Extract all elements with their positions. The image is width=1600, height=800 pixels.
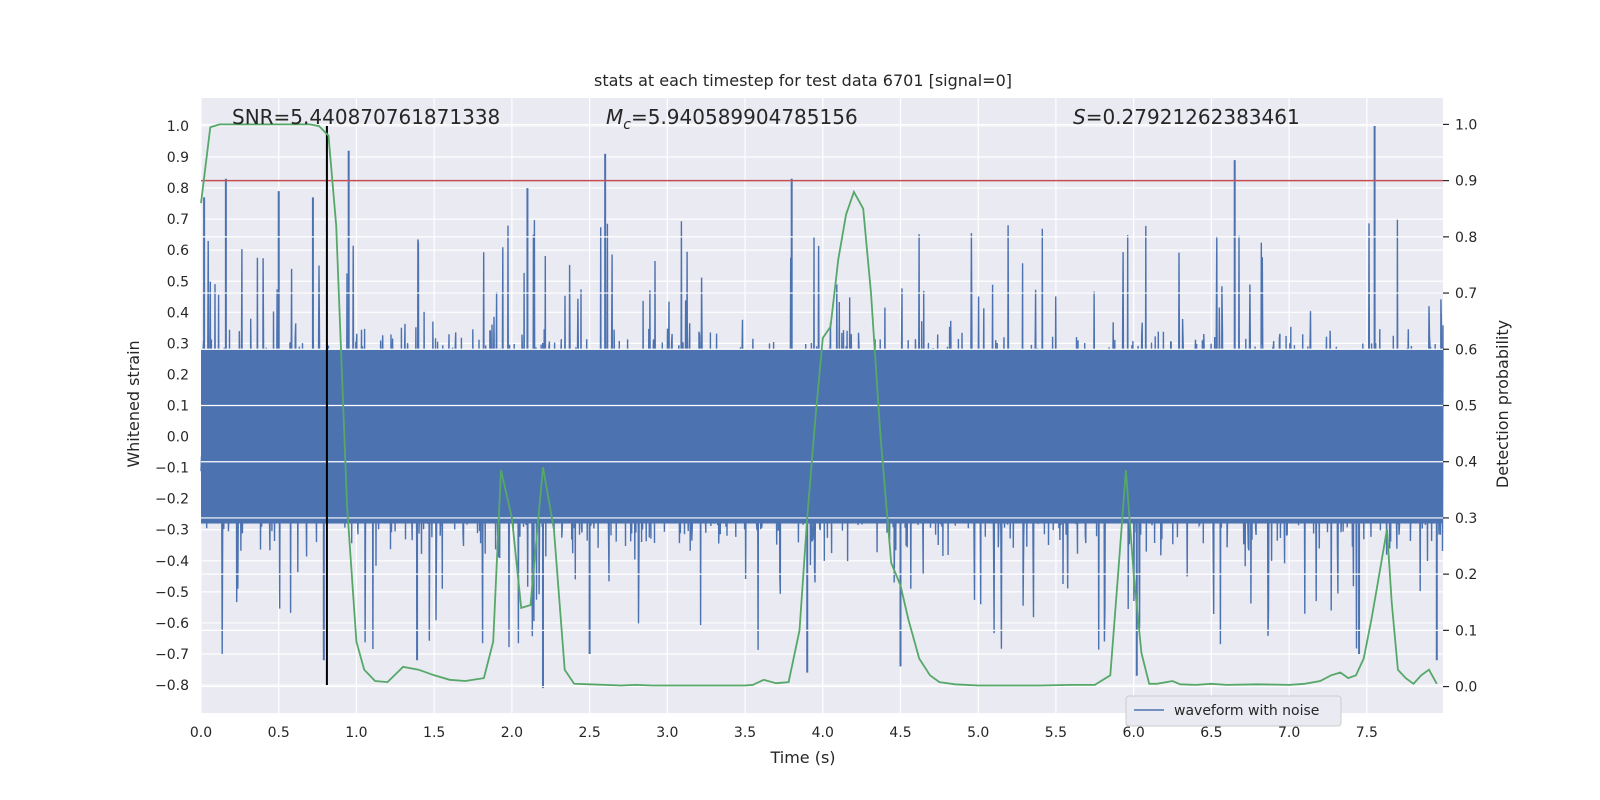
y-tick-label: −0.4	[155, 554, 189, 570]
x-tick-label: 5.5	[1045, 725, 1067, 741]
x-tick-label: 4.5	[889, 725, 911, 741]
grid-overlay	[201, 123, 1443, 688]
y2-tick-label: 0.4	[1455, 455, 1477, 471]
waveform-series	[200, 125, 1444, 689]
legend-box	[1125, 695, 1342, 727]
y-axis-label: Whitened strain	[124, 340, 143, 467]
y-tick-label: 0.3	[167, 336, 189, 352]
y2-axis-label: Detection probability	[1493, 320, 1512, 488]
y-tick-label: −0.5	[155, 585, 189, 601]
x-tick-label: 0.5	[268, 725, 290, 741]
chirp-mass-subscript: c	[623, 117, 631, 133]
y-tick-label: −0.8	[155, 678, 189, 694]
y-tick-label: 0.6	[167, 243, 189, 259]
y-tick-label: 0.5	[167, 274, 189, 290]
x-tick-label: 0.0	[190, 725, 212, 741]
x-tick-label: 6.5	[1200, 725, 1222, 741]
y2-tick-label: 0.1	[1455, 623, 1477, 639]
y-tick-label: 0.1	[167, 399, 189, 415]
y-tick-label: 1.0	[167, 119, 189, 135]
y2-tick-label: 0.6	[1455, 342, 1477, 358]
x-tick-label: 3.5	[734, 725, 756, 741]
snr-annotation: SNR=5.440870761871338	[232, 105, 500, 129]
x-axis-label: Time (s)	[769, 748, 835, 767]
y2-tick-label: 0.0	[1455, 680, 1477, 696]
y-axis: 1.0 0.9 0.8 0.7 0.6 0.5 0.4 0.3 0.2 0.1 0.0 −0.1 −0.…	[155, 119, 189, 694]
y2-tick-label: 0.8	[1455, 230, 1477, 246]
x-tick-label: 2.0	[501, 725, 523, 741]
y-tick-label: 0.4	[167, 305, 189, 321]
chart-title: stats at each timestep for test data 670…	[594, 71, 1012, 90]
probability-line	[200, 123, 1438, 687]
x-axis: 0.0 0.5 1.0 1.5 2.0 2.5 3.0 3.5 4.0 4.5 5.0 5.5 6.0 6…	[190, 725, 1378, 741]
legend: waveform with noise	[1125, 695, 1342, 727]
legend-label: waveform with noise	[1174, 703, 1319, 719]
overlays	[201, 125, 1443, 686]
x-tick-label: 5.0	[967, 725, 989, 741]
y-tick-label: −0.2	[155, 492, 189, 508]
significance-value: =0.27921262383461	[1086, 105, 1300, 129]
x-tick-label: 3.0	[656, 725, 678, 741]
y-tick-label: 0.9	[167, 150, 189, 166]
y2-tick-label: 0.7	[1455, 286, 1477, 302]
x-tick-label: 6.0	[1123, 725, 1145, 741]
y2-tick-label: 1.0	[1455, 117, 1477, 133]
y-tick-label: −0.3	[155, 523, 189, 539]
y-tick-label: 0.2	[167, 367, 189, 383]
y-tick-label: 0.0	[167, 430, 189, 446]
chirp-mass-value: =5.940589904785156	[631, 105, 858, 129]
chirp-mass-symbol: M	[606, 105, 623, 129]
y-tick-label: −0.1	[155, 461, 189, 477]
y-tick-label: −0.7	[155, 647, 189, 663]
y-tick-label: 0.8	[167, 181, 189, 197]
significance-symbol: S	[1073, 105, 1086, 129]
y-tick-label: 0.7	[167, 212, 189, 228]
x-tick-label: 4.0	[812, 725, 834, 741]
x-tick-label: 2.5	[578, 725, 600, 741]
x-tick-label: 1.5	[423, 725, 445, 741]
significance-annotation: S=0.27921262383461	[1073, 105, 1300, 129]
x-tick-label: 7.0	[1278, 725, 1300, 741]
probability-series	[200, 123, 1438, 687]
chirp-mass-annotation: Mc=5.940589904785156	[606, 105, 858, 133]
y2-axis: 1.0 0.9 0.8 0.7 0.6 0.5 0.4 0.3 0.2 0.1 0.0	[1443, 117, 1477, 696]
y2-tick-label: 0.9	[1455, 174, 1477, 190]
x-tick-label: 1.0	[345, 725, 367, 741]
y-tick-label: −0.6	[155, 616, 189, 632]
x-tick-label: 7.5	[1356, 725, 1378, 741]
waveform-core	[201, 349, 1443, 524]
y2-tick-label: 0.5	[1455, 399, 1477, 415]
y2-tick-label: 0.2	[1455, 567, 1477, 583]
y2-tick-label: 0.3	[1455, 511, 1477, 527]
